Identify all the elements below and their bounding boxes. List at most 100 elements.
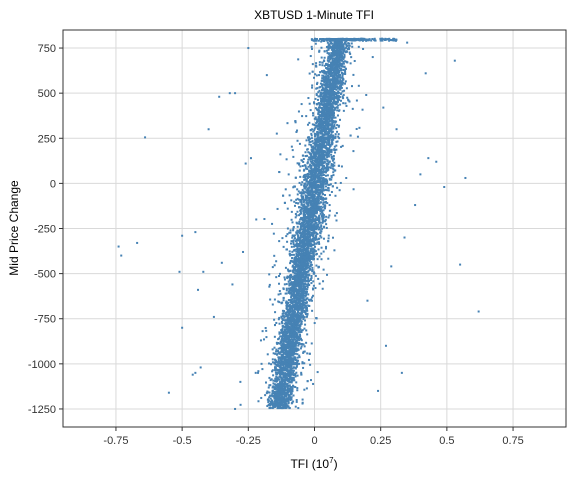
scatter-point [268,285,271,288]
scatter-point [316,241,319,244]
scatter-point [325,223,328,226]
scatter-point [292,226,295,229]
scatter-point [355,127,358,130]
scatter-point [306,333,309,336]
scatter-point [317,133,320,136]
scatter-point [304,251,307,254]
scatter-point [326,174,329,177]
scatter-point [290,145,293,148]
scatter-point [332,69,335,72]
scatter-point [307,264,310,267]
scatter-point [310,164,313,167]
scatter-point [308,299,311,302]
scatter-point [294,121,297,124]
scatter-point [303,256,306,259]
scatter-point [268,391,271,394]
scatter-point [317,116,320,119]
scatter-point [328,52,331,55]
scatter-point [323,138,326,141]
scatter-point [220,261,223,264]
scatter-point [327,71,330,74]
scatter-point [299,317,302,320]
scatter-point [338,49,341,52]
scatter-point [331,167,334,170]
scatter-point [305,290,308,293]
scatter-point [286,303,289,306]
scatter-point [275,359,278,362]
scatter-point [313,201,316,204]
scatter-point [285,235,288,238]
scatter-point [284,391,287,394]
chart-title: XBTUSD 1-Minute TFI [254,8,374,22]
scatter-point [281,347,284,350]
scatter-point [313,151,316,154]
scatter-point [312,254,315,257]
scatter-point [309,199,312,202]
scatter-point [318,177,321,180]
scatter-point [343,53,346,56]
scatter-point [272,405,275,408]
scatter-point [292,371,295,374]
scatter-point [320,140,323,143]
scatter-point [286,268,289,271]
scatter-point [300,310,303,313]
scatter-point [331,134,334,137]
scatter-point [335,144,338,147]
scatter-point [299,302,302,305]
scatter-point [299,347,302,350]
scatter-point [334,67,337,70]
scatter-point [314,148,317,151]
scatter-point [301,398,304,401]
scatter-point [326,156,329,159]
scatter-point [316,167,319,170]
scatter-point [313,172,316,175]
scatter-point [302,169,305,172]
scatter-point [339,79,342,82]
scatter-point [318,74,321,77]
scatter-point [311,268,314,271]
scatter-point [305,292,308,295]
scatter-point [310,208,313,211]
scatter-point [291,234,294,237]
scatter-point [283,359,286,362]
scatter-point [325,63,328,66]
scatter-point [346,44,349,47]
scatter-point [287,308,290,311]
scatter-point [298,362,301,365]
scatter-point [341,90,344,93]
scatter-point [281,237,284,240]
scatter-point [310,132,313,135]
scatter-point [335,127,338,130]
scatter-point [325,100,328,103]
scatter-point [308,251,311,254]
scatter-point [295,255,298,258]
scatter-point [305,185,308,188]
scatter-point [306,260,309,263]
scatter-point [306,173,309,176]
scatter-point [313,174,316,177]
scatter-point [309,228,312,231]
scatter-point [327,162,330,165]
scatter-point [296,273,299,276]
scatter-point [325,93,328,96]
scatter-point [299,234,302,237]
scatter-point [291,367,294,370]
scatter-point [301,304,304,307]
scatter-point [286,340,289,343]
scatter-point [308,198,311,201]
scatter-point [453,59,456,62]
scatter-point [319,82,322,85]
scatter-point [282,382,285,385]
scatter-point [309,250,312,253]
scatter-point [306,192,309,195]
scatter-point [331,78,334,81]
scatter-point [295,325,298,328]
scatter-point [271,348,274,351]
scatter-point [310,134,313,137]
scatter-point [310,298,313,301]
scatter-point [310,161,313,164]
scatter-point [284,403,287,406]
scatter-point [298,239,301,242]
scatter-point [273,402,276,405]
scatter-point [293,278,296,281]
